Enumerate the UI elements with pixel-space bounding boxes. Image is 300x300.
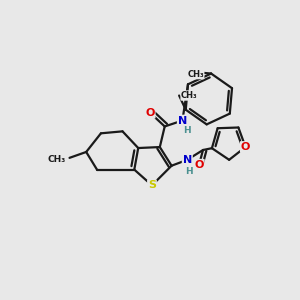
Text: O: O: [194, 160, 204, 170]
Text: CH₃: CH₃: [187, 70, 204, 79]
Text: O: O: [241, 142, 250, 152]
Text: O: O: [145, 108, 155, 118]
Text: S: S: [148, 180, 156, 190]
Text: CH₃: CH₃: [181, 91, 198, 100]
Text: CH₃: CH₃: [47, 155, 66, 164]
Text: N: N: [183, 155, 192, 165]
Text: H: H: [184, 126, 191, 135]
Text: H: H: [185, 167, 193, 176]
Text: N: N: [178, 116, 187, 126]
